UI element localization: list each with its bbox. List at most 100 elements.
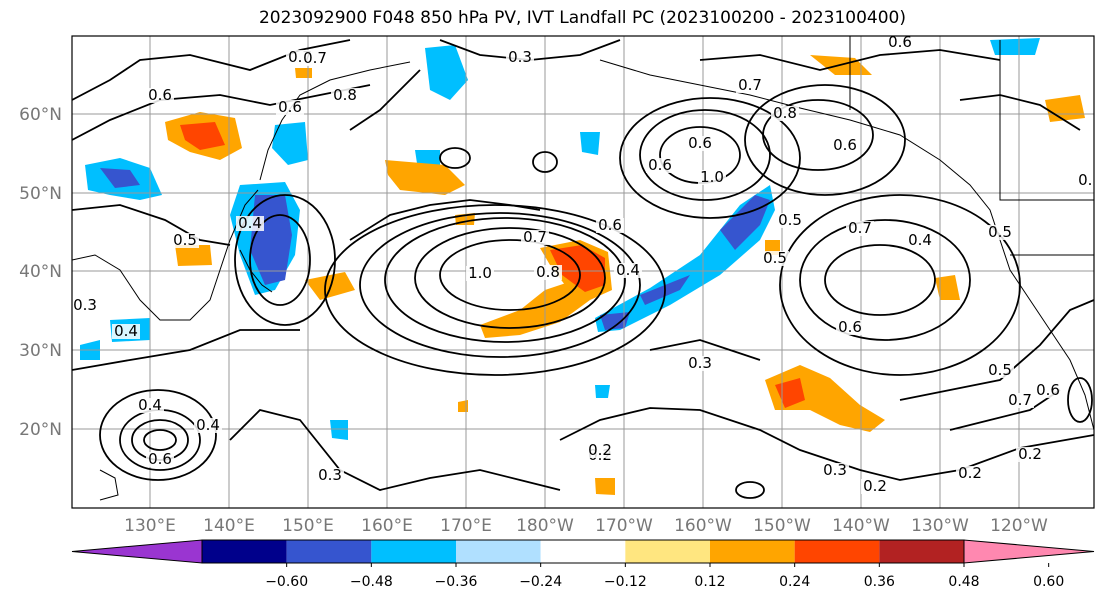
chart-title: 2023092900 F048 850 hPa PV, IVT Landfall…: [258, 8, 906, 28]
colorbar-tick-label: −0.36: [435, 574, 478, 590]
contour-labels: 0.30.40.50.60.70.81.00.20.30.60.70.40.50…: [72, 33, 1094, 495]
contour-label: 0.6: [831, 136, 859, 154]
x-tick-label: 130°W: [911, 516, 969, 536]
contour-label-text: 0.4: [138, 396, 162, 414]
colorbar-tick-label: −0.48: [350, 574, 393, 590]
contour-label-text: 0.6: [833, 136, 857, 154]
contour-label: 0.3: [686, 354, 714, 372]
x-tick-labels: 130°E 140°E 150°E 160°E 170°E 180°W 170°W 160°W…: [124, 516, 1048, 536]
contour-label: 0.4: [906, 231, 934, 249]
contour-label: 1.0: [698, 168, 726, 186]
contour-label: 0.7: [521, 228, 549, 246]
contour-label: 0.5: [776, 211, 804, 229]
colorbar-segment: [202, 540, 287, 563]
colorbar-segment: [794, 540, 880, 563]
colorbar-tick-label: 0.60: [1033, 574, 1064, 590]
contour-label: 1.0: [466, 264, 494, 282]
contour-label: 0.2: [861, 477, 889, 495]
contour-label-text: 0.3: [318, 466, 342, 484]
colorbar-tick-label: 0.48: [948, 574, 979, 590]
contour-label: 0.6: [886, 33, 914, 51]
anomaly-blob: [180, 122, 225, 150]
colorbar-segment: [286, 540, 372, 563]
contour-label-text: 0.4: [114, 322, 138, 340]
x-tick-label: 170°W: [595, 516, 653, 536]
x-tick-label: 160°E: [361, 516, 413, 536]
contour-label: 0.3: [72, 296, 99, 314]
contour-label: 0.2: [586, 441, 614, 459]
contour-label-text: 0.3: [508, 48, 532, 66]
anomaly-blob: [550, 245, 605, 292]
contour-label-text: 0.8: [536, 263, 560, 281]
contour-label-text: 1.0: [468, 264, 492, 282]
x-tick-label: 120°W: [990, 516, 1048, 536]
contour-label-text: 0.2: [1018, 445, 1042, 463]
contour-label: 0.4: [194, 416, 222, 434]
x-tick-label: 140°W: [832, 516, 890, 536]
anomaly-blob: [295, 68, 312, 78]
contour-label: 0.6: [146, 450, 174, 468]
contour-label-text: 0.4: [908, 231, 932, 249]
contour-label: 0.7: [1006, 391, 1034, 409]
contour-label-text: 0.8: [773, 104, 797, 122]
contour-label: 0.8: [771, 104, 799, 122]
anomaly-blob: [990, 38, 1040, 55]
colorbar-tick-label: −0.60: [265, 574, 308, 590]
contour-label: 0.7: [301, 49, 329, 67]
contour-label: 0.3: [506, 48, 534, 66]
contour-label-text: 0.2: [958, 464, 982, 482]
contour-label: 0.5: [986, 223, 1014, 241]
contour-label: 0.4: [614, 261, 642, 279]
contour-label-text: 0.5: [988, 223, 1012, 241]
y-tick-label: 20°N: [19, 420, 62, 440]
contour-label-text: 1.0: [700, 168, 724, 186]
contour-label-text: 0.6: [648, 156, 672, 174]
colorbar-extend-max: [963, 539, 1095, 564]
contour-label: 0.6: [276, 98, 304, 116]
anomaly-blob: [480, 280, 590, 338]
contour-label-text: 0.4: [238, 214, 262, 232]
colorbar-segment: [371, 540, 456, 563]
contour-label: 0.5: [761, 249, 789, 267]
contour-label-text: 0.7: [738, 76, 762, 94]
x-tick-label: 180°W: [516, 516, 574, 536]
contour-label-text: 0.2: [863, 477, 887, 495]
contour-label-text: 0.3: [823, 461, 847, 479]
anomaly-blob: [580, 132, 600, 155]
colorbar-segment: [625, 540, 710, 563]
contour-label: 0.5: [986, 361, 1014, 379]
colorbar-segment: [540, 540, 626, 563]
contour-label-text: 0.6: [1036, 381, 1060, 399]
colorbar-tick-label: 0.24: [779, 574, 810, 590]
contour-label: 0.8: [331, 86, 359, 104]
x-tick-label: 150°W: [753, 516, 811, 536]
map-frame: [71, 35, 1095, 509]
contour-label: 0.3: [1076, 171, 1094, 189]
anomaly-blob: [595, 385, 610, 398]
contour-label-text: 0.8: [333, 86, 357, 104]
x-tick-label: 140°E: [203, 516, 255, 536]
x-tick-label: 130°E: [124, 516, 176, 536]
contour-label: 0.6: [646, 156, 674, 174]
anomaly-blob: [175, 245, 212, 266]
contour-label: 0.3: [316, 466, 344, 484]
contour-label-text: 0.6: [838, 318, 862, 336]
anomaly-blob: [100, 168, 140, 188]
contour-label-text: 0.6: [888, 33, 912, 51]
contour-label: 0.3: [821, 461, 849, 479]
contour-label-text: 0.6: [148, 86, 172, 104]
colorbar-segment: [710, 540, 795, 563]
contour-label-text: 0.6: [148, 450, 172, 468]
colorbar-tick-label: −0.24: [519, 574, 562, 590]
y-tick-label: 50°N: [19, 184, 62, 204]
contour-label: 0.4: [236, 214, 264, 232]
y-tick-labels: 60°N 50°N 40°N 30°N 20°N: [19, 105, 62, 440]
colorbar-tick-label: 0.36: [864, 574, 895, 590]
contour-label-text: 0.2: [588, 441, 612, 459]
contour-label-text: 0.3: [688, 354, 712, 372]
contour-label-text: 0.6: [278, 98, 302, 116]
contour-label: 0.4: [112, 322, 140, 340]
contour-label: 0.2: [1016, 445, 1044, 463]
contour-label: 0.4: [136, 396, 164, 414]
colorbar-segment: [456, 540, 541, 563]
